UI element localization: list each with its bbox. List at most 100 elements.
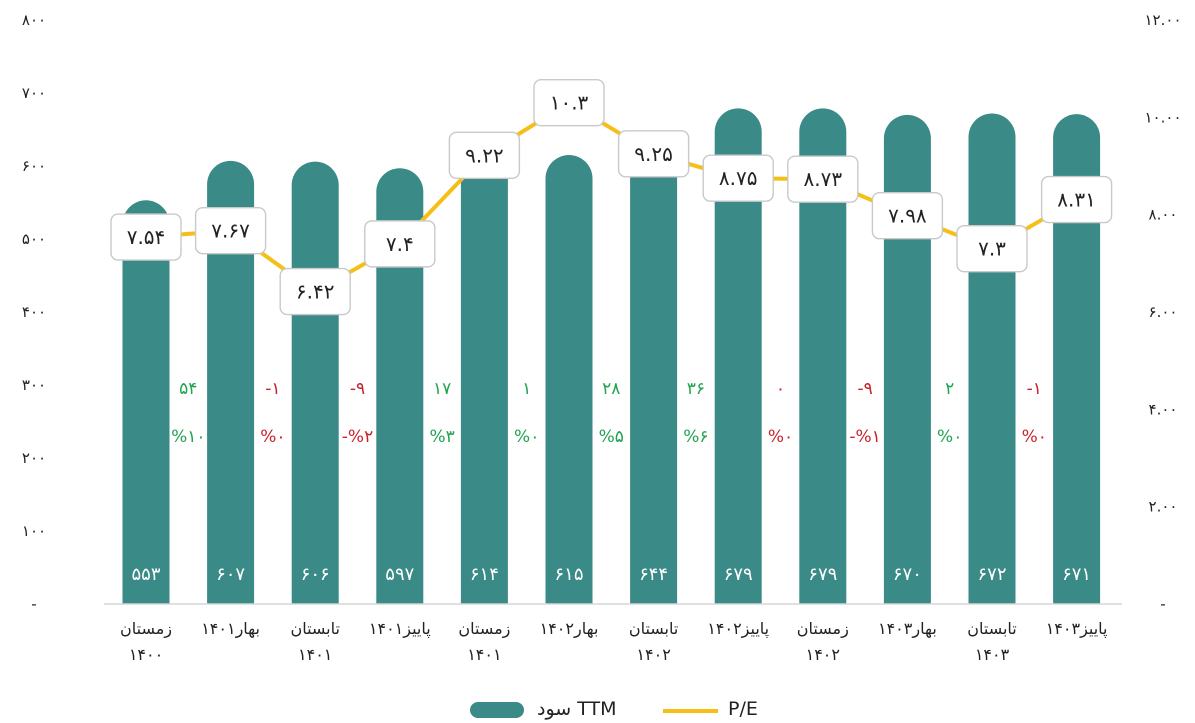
bar-value-label: ۶۷۲ [977, 564, 1006, 585]
pe-label-box [279, 267, 351, 316]
y-right-tick-label: ۱۰.۰۰ [1145, 108, 1182, 126]
bar-value-label: ۶۷۱ [1062, 564, 1091, 585]
change-percent: %۰ [260, 427, 285, 447]
change-percent: %۵ [599, 427, 624, 447]
x-category-label: پاییز۱۴۰۱ [369, 619, 431, 639]
pe-value-label: ۷.۳ [978, 237, 1006, 261]
change-percent: %۰ [1022, 427, 1047, 447]
bar [291, 161, 339, 604]
pe-label-box [110, 213, 182, 261]
y-right-tick-label: ۲.۰۰ [1149, 498, 1178, 516]
bar [799, 108, 847, 605]
change-value: ۵۴ [179, 379, 197, 399]
change-percent: %۰ [768, 427, 793, 447]
pe-label-box [956, 225, 1028, 273]
x-category-label: ۱۴۰۲ [636, 645, 670, 664]
x-category-label: زمستان [120, 619, 172, 639]
bar-value-label: ۶۱۴ [470, 564, 499, 585]
change-value: -۹ [857, 379, 872, 399]
y-right-tick-label: ۱۲.۰۰ [1145, 11, 1182, 29]
x-category-label: ۱۴۰۲ [806, 645, 840, 664]
bar-value-label: ۶۱۵ [554, 564, 583, 585]
bar [883, 114, 931, 604]
change-value: ۱ [522, 379, 531, 399]
pe-label-box [871, 191, 944, 240]
pe-labels: ۷.۵۴ ۷.۶۷ ۶.۴۲ ۷.۴ ۹.۲۲ ۱۰.۳ ۹.۲۵ ۸.۷۵ ۸.۷۳ ۷.۹۸ ۷… [110, 79, 1113, 316]
pe-label-box [448, 131, 521, 179]
change-value: ۱۷ [433, 379, 451, 399]
bar [714, 108, 762, 605]
bar [968, 113, 1016, 604]
change-percent: %۶ [683, 427, 708, 447]
change-percent: %۰ [937, 427, 962, 447]
change-labels: ۵۴ %۱۰ -۱ %۰ -۹ -%۲ ۱۷ %۳ ۱ %۰ ۲۸ %۵ ۳۶ %۶ ۰ %۰ -۹ -%۱ ۲ %۰… [171, 379, 1047, 447]
x-category-label: تابستان [629, 619, 679, 638]
legend: سود TTM P/E [470, 698, 758, 720]
x-category-label: ۱۴۰۱ [298, 645, 332, 664]
change-value: ۳۶ [687, 379, 705, 399]
y-left-tick-label: ۶۰۰ [22, 157, 46, 175]
pe-label-box [364, 220, 436, 268]
y-left-tick-label: ۴۰۰ [22, 303, 46, 321]
pe-value-label: ۸.۳۱ [1057, 188, 1096, 212]
change-percent: %۰ [514, 427, 539, 447]
pe-label-box [787, 155, 859, 203]
x-category-label: بهار۱۴۰۱ [201, 619, 260, 639]
y-right-tick-label: ۴.۰۰ [1149, 400, 1178, 418]
pe-label-box [617, 130, 690, 178]
change-percent: -%۱ [849, 427, 880, 447]
legend-bar-label: سود TTM [537, 698, 617, 720]
y-right-tick-label: - [1160, 595, 1165, 613]
x-category-label: ۱۴۰۰ [129, 645, 163, 664]
bar [122, 200, 170, 604]
change-value: ۰ [776, 379, 785, 399]
y-left-tick-label: ۸۰۰ [22, 11, 46, 29]
x-category-label: ۱۴۰۳ [975, 645, 1010, 664]
y-left-tick-label: ۱۰۰ [22, 522, 46, 540]
pe-value-label: ۷.۵۴ [127, 225, 166, 249]
pe-label-box [702, 154, 774, 202]
change-percent: %۳ [429, 427, 454, 447]
pe-value-label: ۱۰.۳ [550, 91, 589, 115]
y-left-tick-label: ۳۰۰ [22, 376, 46, 394]
legend-bar-swatch [470, 702, 524, 718]
bar-value-label: ۶۷۰ [893, 564, 922, 585]
x-category-label: پاییز۱۴۰۲ [707, 619, 769, 639]
y-left-tick-label: ۷۰۰ [22, 84, 46, 102]
y-left-tick-label: ۵۰۰ [22, 230, 46, 248]
x-category-label: بهار۱۴۰۲ [540, 619, 599, 639]
x-category-label: زمستان [797, 619, 849, 639]
bar-value-label: ۶۴۴ [639, 564, 668, 585]
y-left-tick-label: ۲۰۰ [22, 449, 46, 467]
bar-value-label: ۵۵۳ [131, 564, 160, 585]
y-right-tick-label: ۸.۰۰ [1149, 206, 1178, 224]
pe-label-box [533, 79, 605, 127]
pe-value-label: ۶.۴۲ [296, 280, 335, 304]
change-value: -۱ [1027, 379, 1042, 399]
bar [376, 168, 424, 604]
change-value: -۱ [265, 379, 280, 399]
pe-label-box [194, 207, 267, 255]
pe-value-label: ۹.۲۲ [465, 143, 504, 167]
pe-value-label: ۸.۷۵ [719, 166, 758, 190]
change-value: -۹ [350, 379, 365, 399]
bar [630, 133, 678, 604]
legend-line-label: P/E [728, 698, 758, 720]
change-percent: %۱۰ [171, 427, 205, 447]
x-category-label: زمستان [458, 619, 510, 639]
pe-value-label: ۷.۶۷ [211, 219, 250, 243]
change-value: ۲۸ [602, 379, 620, 399]
bar-value-label: ۶۰۷ [216, 564, 245, 585]
x-category-label: تابستان [967, 619, 1017, 638]
bar-value-label: ۶۷۹ [724, 564, 753, 585]
y-right-tick-label: ۶.۰۰ [1149, 303, 1178, 321]
pe-value-label: ۷.۹۸ [888, 204, 927, 228]
pe-value-label: ۹.۲۵ [634, 142, 673, 166]
bar-value-label: ۵۹۷ [385, 564, 414, 585]
bar-series: ۵۵۳ ۶۰۷ ۶۰۶ ۵۹۷ ۶۱۴ ۶۱۵ ۶۴۴ ۶۷۹ ۶۷۹ ۶۷۰ ۶۷۲ ۶۷۱ [122, 108, 1101, 605]
pe-label-box [1040, 175, 1113, 224]
bar [207, 160, 255, 604]
x-category-label: ۱۴۰۱ [467, 645, 501, 664]
pe-value-label: ۷.۴ [386, 232, 414, 256]
